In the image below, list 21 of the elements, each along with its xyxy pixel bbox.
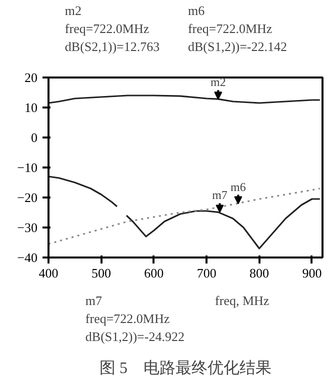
x-tick-label: 500 [91, 266, 111, 280]
x-tick-label: 400 [38, 266, 58, 280]
y-tick-label: −40 [17, 250, 38, 265]
x-tick-label: 700 [196, 266, 216, 280]
text: 图 5 电路最终优化结果 [100, 359, 272, 377]
text: m6 freq=722.0MHz dB(S1,2))=-22.142 [188, 3, 288, 54]
x-tick-label: 600 [144, 266, 164, 280]
y-tick-label: −30 [17, 220, 38, 235]
y-tick-label: −20 [17, 190, 38, 205]
annotation: m7 [212, 188, 228, 202]
x-axis-title: freq, MHz [215, 293, 270, 308]
annotation: m2 [210, 75, 226, 90]
y-tick-label: 0 [31, 130, 38, 145]
text: m2 freq=722.0MHz dB(S2,1))=12.763 [64, 3, 160, 54]
text: m7 freq=722.0MHz dB(S1,2))=-24.922 [85, 293, 184, 344]
y-tick-label: 10 [24, 100, 38, 115]
y-tick-label: 20 [24, 70, 38, 85]
x-tick-label: 800 [250, 266, 270, 280]
annotation: m6 [230, 180, 246, 194]
y-tick-label: −10 [17, 160, 38, 175]
x-tick-label: 900 [302, 266, 322, 280]
